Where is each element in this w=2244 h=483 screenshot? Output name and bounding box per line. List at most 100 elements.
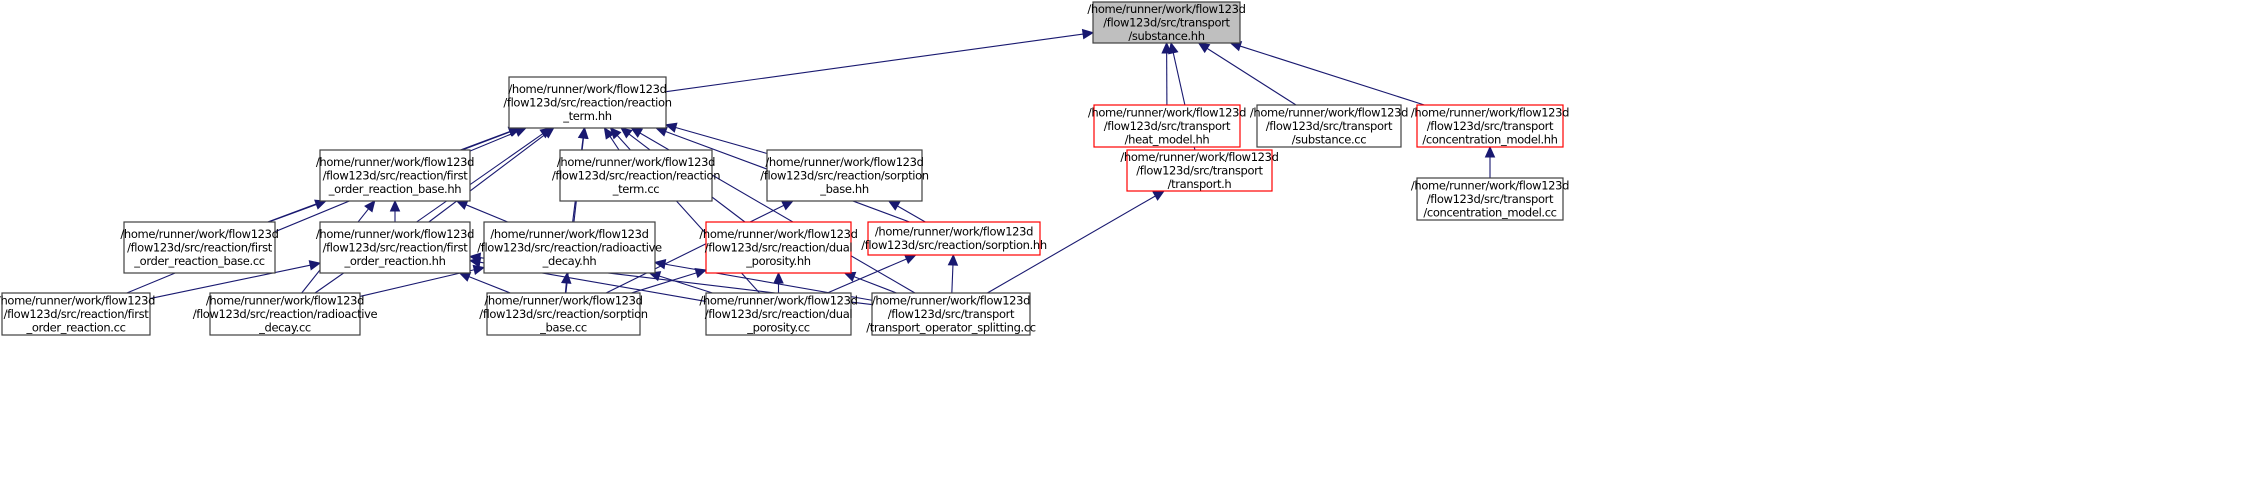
edge-sorption_base_hh-to-reaction_term_hh	[664, 122, 768, 155]
node-label-line: _order_reaction.cc	[25, 320, 125, 334]
node-label-line: /home/runner/work/flow123d	[699, 227, 857, 241]
node-box	[319, 149, 471, 202]
edge-transport_operator_splitting_cc-to-dual_porosity_hh	[843, 271, 897, 294]
node-concentration_model_hh[interactable]: /home/runner/work/flow123d/flow123d/src/…	[1411, 104, 1569, 148]
arrowhead-icon	[1484, 145, 1496, 158]
edge-first_order_reaction_base_cc-to-first_order_reaction_base_hh	[268, 199, 327, 223]
arrowhead-icon	[1161, 41, 1172, 54]
node-concentration_model_cc[interactable]: /home/runner/work/flow123d/flow123d/src/…	[1411, 177, 1569, 221]
node-sorption_base_cc[interactable]: /home/runner/work/flow123d/flow123d/src/…	[479, 292, 648, 336]
node-transport_h[interactable]: /home/runner/work/flow123d/flow123d/src/…	[1120, 149, 1279, 192]
node-box	[1416, 104, 1564, 148]
edge-line	[1239, 45, 1425, 106]
node-label-line: /home/runner/work/flow123d	[557, 155, 715, 169]
edge-substance_cc-to-substance_hh	[1197, 42, 1297, 106]
node-radioactive_decay_cc[interactable]: /home/runner/work/flow123d/flow123d/src/…	[193, 292, 378, 336]
edge-line	[1206, 47, 1297, 106]
node-label-line: _order_reaction_base.hh	[328, 182, 462, 196]
edge-line	[827, 258, 907, 294]
edge-line	[853, 276, 897, 294]
node-label-line: _decay.cc	[258, 320, 311, 334]
node-label-line: /home/runner/work/flow123d	[508, 82, 666, 96]
node-reaction_term_cc[interactable]: /home/runner/work/flow123d/flow123d/src/…	[552, 149, 721, 202]
node-label-line: /home/runner/work/flow123d	[120, 227, 278, 241]
edge-line	[897, 205, 926, 223]
node-label-line: _decay.hh	[542, 254, 597, 268]
node-heat_model_hh[interactable]: /home/runner/work/flow123d/flow123d/src/…	[1088, 104, 1246, 148]
node-substance_hh[interactable]: /home/runner/work/flow123d/flow123d/src/…	[1087, 1, 1246, 44]
arrowhead-icon	[472, 264, 486, 276]
node-first_order_reaction_base_hh[interactable]: /home/runner/work/flow123d/flow123d/src/…	[316, 149, 474, 202]
node-label-line: /flow123d/src/reaction/sorption	[479, 307, 647, 321]
arrowhead-icon	[603, 126, 615, 140]
node-first_order_reaction_cc[interactable]: /home/runner/work/flow123d/flow123d/src/…	[0, 292, 155, 336]
edge-line	[468, 276, 511, 294]
node-label-line: /home/runner/work/flow123d	[206, 293, 364, 307]
edge-line	[428, 133, 546, 223]
node-box	[705, 292, 852, 336]
node-label-line: _term.cc	[612, 182, 660, 196]
edge-first_order_reaction_hh-to-first_order_reaction_base_hh	[389, 199, 401, 222]
node-box	[1416, 177, 1564, 221]
node-label-line: /transport_operator_splitting.cc	[866, 320, 1036, 334]
node-label-line: /home/runner/work/flow123d	[699, 293, 857, 307]
arrowhead-icon	[947, 253, 959, 266]
node-box	[1256, 104, 1402, 148]
node-label-line: _base.hh	[819, 182, 869, 196]
node-first_order_reaction_hh[interactable]: /home/runner/work/flow123d/flow123d/src/…	[316, 221, 474, 274]
edge-line	[465, 204, 508, 223]
arrowhead-icon	[514, 127, 527, 137]
arrowhead-icon	[903, 254, 917, 264]
node-label-line: /home/runner/work/flow123d	[490, 227, 648, 241]
node-box	[123, 221, 276, 274]
node-label-line: /flow123d/src/reaction/sorption.hh	[861, 238, 1047, 252]
edge-line	[564, 282, 567, 294]
arrowhead-icon	[364, 200, 376, 213]
node-box	[705, 221, 852, 274]
node-box	[508, 76, 667, 129]
node-dual_porosity_hh[interactable]: /home/runner/work/flow123d/flow123d/src/…	[699, 221, 858, 274]
node-substance_cc[interactable]: /home/runner/work/flow123d/flow123d/src/…	[1250, 104, 1408, 148]
edge-line	[659, 275, 713, 294]
node-reaction_term_hh[interactable]: /home/runner/work/flow123d/flow123d/src/…	[503, 76, 672, 129]
edge-sorption_base_cc-to-dual_porosity_hh	[631, 267, 708, 294]
node-label-line: /flow123d/src/transport	[888, 307, 1015, 321]
arrowhead-icon	[773, 271, 784, 284]
arrowhead-icon	[539, 127, 553, 139]
arrowhead-icon	[620, 127, 633, 139]
node-box	[1126, 149, 1273, 192]
node-label-line: /home/runner/work/flow123d	[1411, 105, 1569, 119]
node-label-line: /flow123d/src/reaction/reaction	[503, 95, 671, 109]
node-sorption_base_hh[interactable]: /home/runner/work/flow123d/flow123d/src/…	[760, 149, 929, 202]
node-label-line: /home/runner/work/flow123d	[316, 227, 474, 241]
node-first_order_reaction_base_cc[interactable]: /home/runner/work/flow123d/flow123d/src/…	[120, 221, 279, 274]
arrowhead-icon	[455, 200, 469, 210]
arrowhead-icon	[664, 122, 678, 133]
arrowhead-icon	[781, 200, 794, 211]
arrowhead-icon	[630, 127, 644, 138]
arrowhead-icon	[389, 199, 401, 212]
node-box	[867, 221, 1041, 256]
node-label-line: _term.hh	[562, 109, 612, 123]
node-transport_operator_splitting_cc[interactable]: /home/runner/work/flow123d/flow123d/src/…	[866, 292, 1036, 336]
node-label-line: /flow123d/src/reaction/first	[127, 240, 273, 254]
edge-line	[359, 269, 475, 298]
node-radioactive_decay_hh[interactable]: /home/runner/work/flow123d/flow123d/src/…	[477, 221, 662, 274]
node-label-line: /concentration_model.hh	[1422, 132, 1557, 146]
edge-sorption_hh-to-sorption_base_hh	[887, 200, 926, 223]
edge-sorption_base_cc-to-first_order_reaction_hh	[458, 271, 511, 294]
node-label-line: /flow123d/src/reaction/dual	[705, 240, 853, 254]
edge-reaction_term_cc-to-reaction_term_hh	[603, 126, 620, 151]
node-label-line: /flow123d/src/transport	[1104, 119, 1231, 133]
node-label-line: /substance.cc	[1292, 132, 1366, 146]
node-label-line: /home/runner/work/flow123d	[765, 155, 923, 169]
node-dual_porosity_cc[interactable]: /home/runner/work/flow123d/flow123d/src/…	[699, 292, 858, 336]
node-box	[1093, 104, 1241, 148]
node-box	[209, 292, 361, 336]
edge-first_order_reaction_cc-to-first_order_reaction_hh	[149, 260, 322, 300]
node-sorption_hh[interactable]: /home/runner/work/flow123d/flow123d/src/…	[861, 221, 1047, 256]
node-label-line: /home/runner/work/flow123d	[875, 225, 1033, 239]
node-label-line: _base.cc	[539, 320, 587, 334]
node-label-line: /flow123d/src/reaction/reaction	[552, 168, 720, 182]
edge-dual_porosity_cc-to-dual_porosity_hh	[773, 271, 784, 293]
